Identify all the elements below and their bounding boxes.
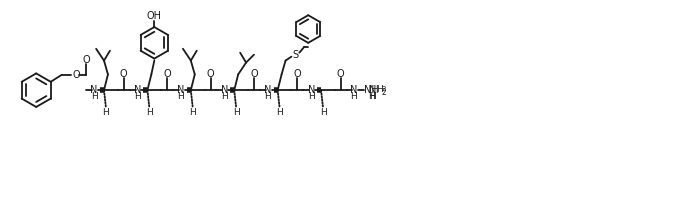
Text: N: N	[91, 85, 98, 95]
Text: N: N	[221, 85, 228, 95]
Text: H: H	[146, 108, 153, 117]
Text: H: H	[233, 108, 239, 117]
Text: O: O	[337, 69, 345, 79]
Text: H: H	[134, 92, 141, 101]
Text: OH: OH	[147, 11, 162, 21]
Text: H: H	[102, 108, 109, 117]
Text: N: N	[264, 85, 271, 95]
Text: O: O	[207, 69, 215, 79]
Text: N: N	[369, 85, 376, 95]
Text: O: O	[82, 55, 90, 65]
Text: NH: NH	[364, 85, 379, 95]
Text: H: H	[264, 92, 271, 101]
Text: N: N	[307, 85, 315, 95]
Text: N: N	[177, 85, 185, 95]
Text: H: H	[221, 92, 228, 101]
Text: O: O	[163, 69, 171, 79]
Text: H: H	[178, 92, 184, 101]
Text: H: H	[320, 108, 327, 117]
Text: H: H	[350, 92, 357, 101]
Text: H: H	[276, 108, 283, 117]
Text: N: N	[134, 85, 141, 95]
Text: O: O	[293, 69, 301, 79]
Text: H: H	[368, 92, 375, 101]
Text: S: S	[292, 50, 298, 60]
Text: 2: 2	[382, 86, 386, 92]
Text: N: N	[350, 85, 357, 95]
Text: H: H	[190, 108, 196, 117]
Text: O: O	[250, 69, 258, 79]
Text: H: H	[369, 92, 376, 101]
Text: H: H	[308, 92, 315, 101]
Text: O: O	[120, 69, 127, 79]
Text: O: O	[72, 70, 80, 80]
Text: H: H	[91, 92, 98, 101]
Text: 2: 2	[381, 88, 386, 97]
Text: H: H	[376, 85, 383, 94]
